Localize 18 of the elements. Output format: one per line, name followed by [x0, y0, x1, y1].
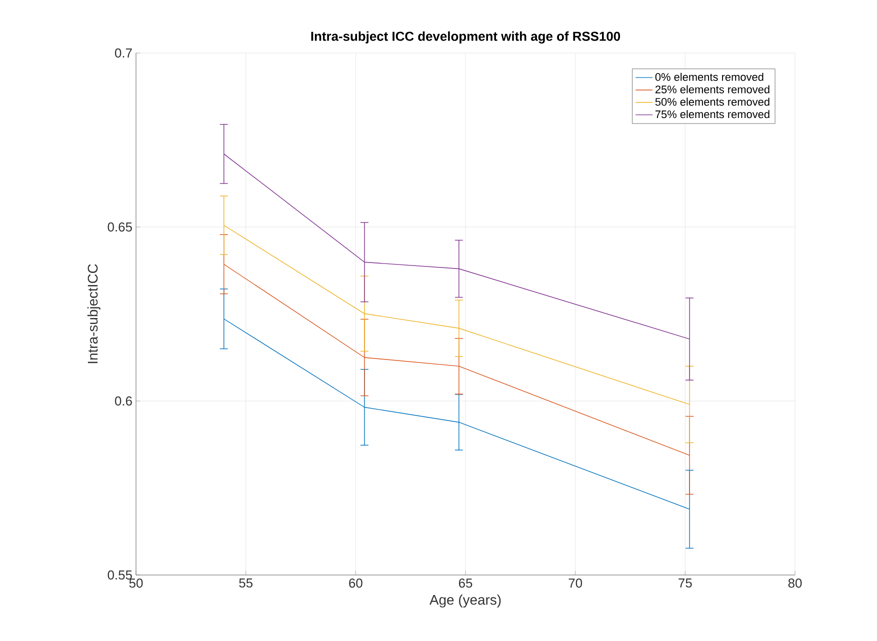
- x-tick-label: 50: [129, 578, 143, 588]
- y-tick-label: 0.55: [108, 570, 132, 580]
- y-axis-title: Intra-subjectICC: [87, 264, 100, 364]
- legend-label: 25% elements removed: [655, 85, 770, 94]
- y-tick-label: 0.7: [114, 48, 132, 58]
- x-tick-label: 70: [568, 578, 582, 588]
- y-tick-label: 0.65: [108, 222, 132, 232]
- x-tick-label: 75: [678, 578, 692, 588]
- legend-label: 50% elements removed: [655, 98, 770, 106]
- x-tick-label: 80: [788, 578, 802, 588]
- legend-label: 0% elements removed: [655, 72, 764, 81]
- x-axis-title: Age (years): [429, 594, 501, 608]
- y-tick-label: 0.6: [114, 396, 132, 406]
- x-tick-label: 55: [239, 578, 252, 588]
- x-tick-label: 60: [349, 578, 362, 588]
- chart-title: Intra-subject ICC development with age of RSS100: [311, 31, 620, 44]
- legend-label: 75% elements removed: [655, 110, 770, 118]
- x-tick-label: 65: [458, 578, 472, 588]
